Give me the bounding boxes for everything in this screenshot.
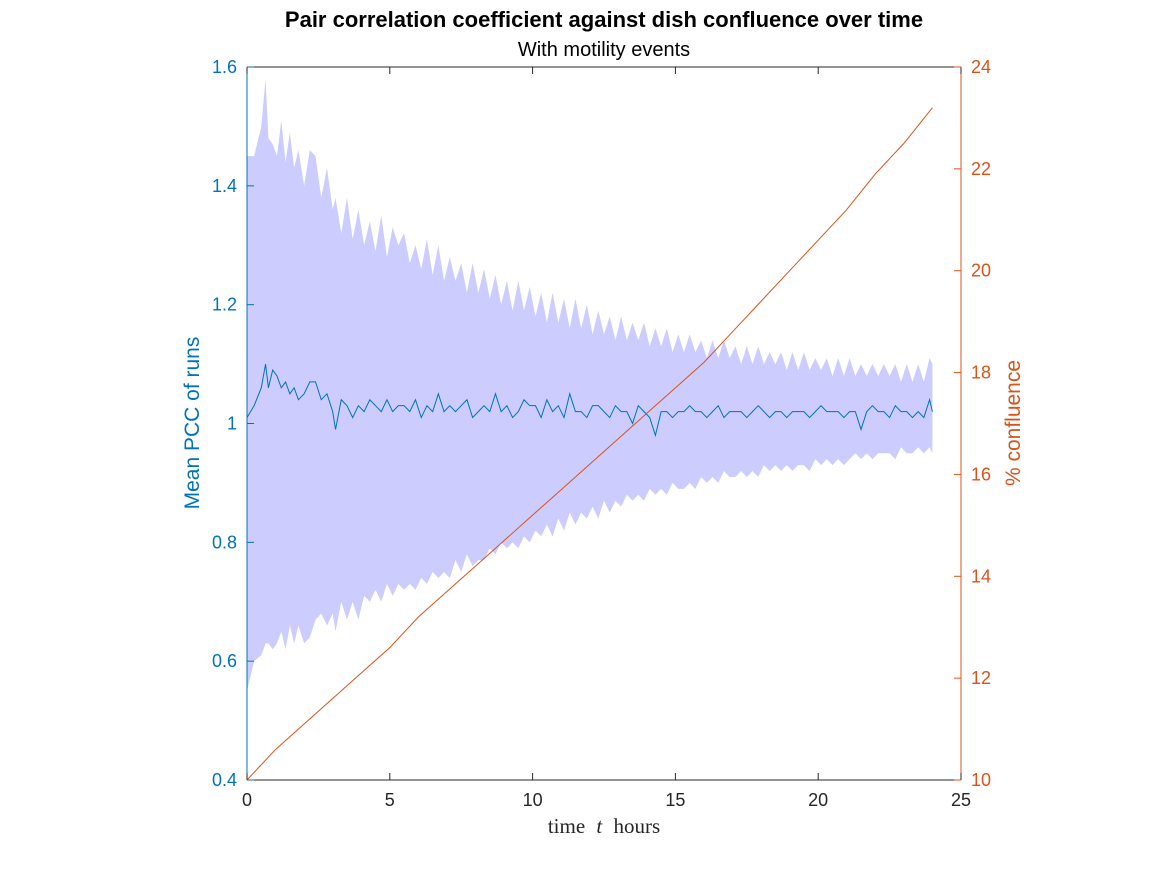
x-axis-label: time t hours (548, 814, 660, 838)
plot-marks (247, 78, 933, 780)
x-tick-label-5: 25 (951, 790, 971, 810)
y-right-tick-label-2: 14 (971, 566, 991, 586)
y-right-tick-label-6: 22 (971, 159, 991, 179)
y-right-tick-label-1: 12 (971, 668, 991, 688)
y-left-tick-label-2: 0.8 (212, 532, 237, 552)
x-tick-label-3: 15 (665, 790, 685, 810)
series-line-1 (247, 363, 933, 438)
y-left-tick-label-5: 1.4 (212, 176, 237, 196)
axes: 0 5 10 15 20 25 0.4 0.6 0.8 1 1.2 1.4 1.6 10 12 14 16 18 2… (212, 57, 991, 810)
y-left-tick-label-4: 1.2 (212, 295, 237, 315)
y-left-tick-label-1: 0.6 (212, 651, 237, 671)
y-right-tick-label-5: 20 (971, 261, 991, 281)
x-tick-label-4: 20 (808, 790, 828, 810)
y-axis-left-label: Mean PCC of runs (181, 337, 204, 510)
y-left-tick-label-0: 0.4 (212, 770, 237, 790)
x-tick-label-0: 0 (242, 790, 252, 810)
y-right-tick-label-4: 18 (971, 363, 991, 383)
series-line-2 (247, 107, 933, 780)
y-axis-right-label: % confluence (1002, 360, 1025, 486)
y-right-tick-label-0: 10 (971, 770, 991, 790)
confidence-band-1 (247, 78, 933, 691)
chart-title: Pair correlation coefficient against dis… (285, 7, 923, 32)
y-right-tick-label-3: 16 (971, 464, 991, 484)
y-right-tick-label-7: 24 (971, 57, 991, 77)
x-axis-label-word-1: time (548, 814, 585, 838)
x-tick-label-2: 10 (523, 790, 543, 810)
y-left-tick-label-3: 1 (227, 414, 237, 434)
plot-area (247, 67, 961, 780)
x-axis-label-variable: t (596, 814, 603, 838)
chart-subtitle: With motility events (518, 39, 690, 61)
x-tick-label-1: 5 (385, 790, 395, 810)
y-left-tick-label-6: 1.6 (212, 57, 237, 77)
x-axis-label-word-2: hours (614, 814, 661, 838)
